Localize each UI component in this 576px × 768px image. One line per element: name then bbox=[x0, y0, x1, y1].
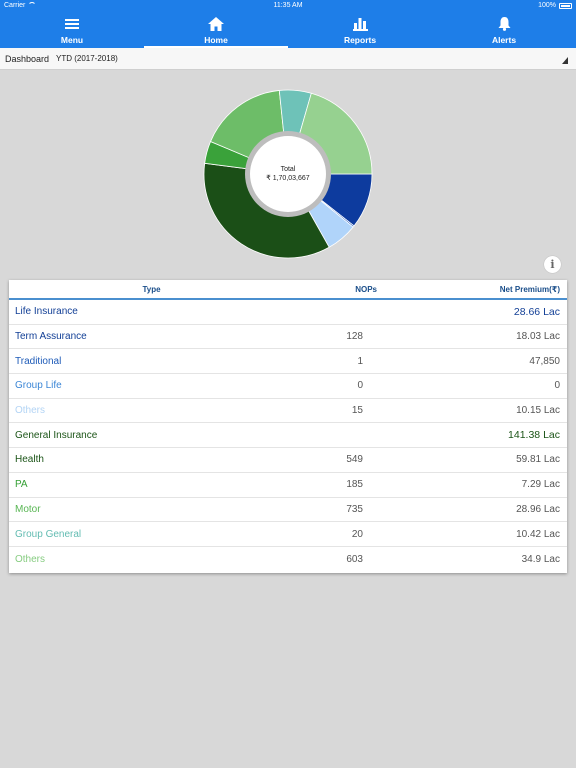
header-type: Type bbox=[142, 284, 161, 294]
table-row[interactable]: PA 185 7.29 Lac bbox=[9, 473, 567, 498]
row-type: General Insurance bbox=[15, 429, 98, 441]
premium-donut-chart: Total ₹ 1,70,03,667 bbox=[196, 82, 380, 266]
row-nops: 20 bbox=[351, 528, 363, 540]
table-row[interactable]: Term Assurance 128 18.03 Lac bbox=[9, 325, 567, 350]
battery-icon bbox=[559, 2, 572, 9]
carrier-label: Carrier bbox=[4, 2, 37, 9]
tab-reports[interactable]: Reports bbox=[288, 13, 432, 48]
period-selector[interactable]: Dashboard YTD (2017-2018) bbox=[0, 48, 576, 70]
bell-icon bbox=[498, 17, 511, 31]
info-button[interactable]: i bbox=[544, 256, 561, 273]
tab-bar: Menu Home Reports Alerts bbox=[0, 13, 576, 48]
row-nops: 0 bbox=[357, 380, 363, 392]
home-icon bbox=[208, 17, 224, 31]
row-premium: 18.03 Lac bbox=[516, 331, 560, 343]
table-row[interactable]: Others 603 34.9 Lac bbox=[9, 547, 567, 572]
period-value: YTD (2017-2018) bbox=[56, 54, 118, 63]
row-type: Group Life bbox=[15, 380, 62, 392]
table-row[interactable]: Motor 735 28.96 Lac bbox=[9, 498, 567, 523]
tab-home[interactable]: Home bbox=[144, 13, 288, 48]
premium-table: Type NOPs Net Premium(₹) Life Insurance 2… bbox=[9, 280, 567, 573]
table-group-row[interactable]: Life Insurance 28.66 Lac bbox=[9, 300, 567, 325]
table-header: Type NOPs Net Premium(₹) bbox=[9, 280, 567, 300]
donut-center-value: ₹ 1,70,03,667 bbox=[266, 174, 309, 182]
table-row[interactable]: Group Life 0 0 bbox=[9, 374, 567, 399]
row-type: Term Assurance bbox=[15, 331, 87, 343]
row-type: Others bbox=[15, 553, 46, 565]
row-premium: 34.9 Lac bbox=[521, 553, 560, 565]
row-premium: 47,850 bbox=[529, 355, 560, 367]
header-nops: NOPs bbox=[355, 284, 377, 294]
row-premium: 28.96 Lac bbox=[516, 503, 560, 515]
row-nops: 1 bbox=[357, 355, 363, 367]
clock: 11:35 AM bbox=[273, 2, 303, 9]
tab-reports-label: Reports bbox=[343, 35, 377, 45]
row-nops: 15 bbox=[351, 405, 363, 417]
row-type: Others bbox=[15, 405, 46, 417]
row-premium: 28.66 Lac bbox=[513, 305, 560, 318]
table-group-row[interactable]: General Insurance 141.38 Lac bbox=[9, 423, 567, 449]
row-premium: 0 bbox=[554, 380, 560, 392]
header-premium: Net Premium(₹) bbox=[499, 284, 560, 294]
tab-alerts-label: Alerts bbox=[491, 35, 517, 45]
battery-indicator: 100% bbox=[538, 2, 572, 9]
row-type: Life Insurance bbox=[15, 306, 78, 318]
row-type: Health bbox=[15, 454, 44, 466]
tab-home-label: Home bbox=[204, 35, 228, 45]
row-nops: 185 bbox=[346, 479, 363, 491]
menu-icon bbox=[65, 17, 79, 31]
donut-center bbox=[250, 136, 326, 212]
row-type: Traditional bbox=[15, 355, 62, 367]
row-nops: 128 bbox=[346, 331, 363, 343]
row-premium: 141.38 Lac bbox=[508, 429, 560, 442]
wifi-icon bbox=[28, 2, 37, 8]
row-type: Group General bbox=[15, 528, 82, 540]
table-row[interactable]: Traditional 1 47,850 bbox=[9, 349, 567, 375]
row-nops: 735 bbox=[346, 503, 363, 515]
table-row[interactable]: Health 549 59.81 Lac bbox=[9, 448, 567, 473]
table-row[interactable]: Others 15 10.15 Lac bbox=[9, 399, 567, 424]
row-premium: 10.15 Lac bbox=[516, 405, 560, 417]
tab-alerts[interactable]: Alerts bbox=[432, 13, 576, 48]
bar-chart-icon bbox=[352, 17, 368, 31]
tab-menu-label: Menu bbox=[60, 35, 84, 45]
row-type: PA bbox=[15, 479, 28, 491]
row-premium: 10.42 Lac bbox=[516, 528, 560, 540]
donut-svg: Total ₹ 1,70,03,667 bbox=[203, 89, 373, 259]
table-row[interactable]: Group General 20 10.42 Lac bbox=[9, 522, 567, 547]
row-premium: 59.81 Lac bbox=[516, 454, 560, 466]
dashboard-label: Dashboard bbox=[5, 54, 50, 64]
dropdown-caret-icon bbox=[562, 57, 568, 64]
row-nops: 549 bbox=[346, 454, 363, 466]
top-bar: Carrier 11:35 AM 100% Menu Home Reports bbox=[0, 0, 576, 48]
donut-center-label: Total bbox=[281, 166, 296, 173]
status-bar: Carrier 11:35 AM 100% bbox=[0, 0, 576, 13]
tab-menu[interactable]: Menu bbox=[0, 13, 144, 48]
row-nops: 603 bbox=[346, 553, 363, 565]
row-premium: 7.29 Lac bbox=[521, 479, 560, 491]
row-type: Motor bbox=[15, 503, 41, 515]
